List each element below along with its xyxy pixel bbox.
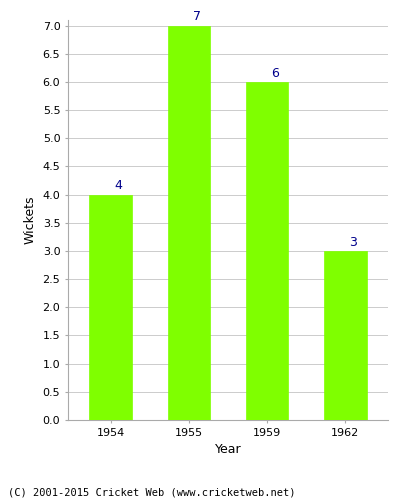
Bar — [90, 194, 132, 420]
Text: 4: 4 — [115, 180, 123, 192]
Text: 7: 7 — [193, 10, 201, 24]
Bar — [324, 251, 366, 420]
Text: 6: 6 — [271, 66, 279, 80]
Text: (C) 2001-2015 Cricket Web (www.cricketweb.net): (C) 2001-2015 Cricket Web (www.cricketwe… — [8, 488, 296, 498]
X-axis label: Year: Year — [215, 443, 241, 456]
Bar — [246, 82, 288, 420]
Bar — [168, 26, 210, 420]
Text: 3: 3 — [349, 236, 357, 248]
Y-axis label: Wickets: Wickets — [24, 196, 37, 244]
